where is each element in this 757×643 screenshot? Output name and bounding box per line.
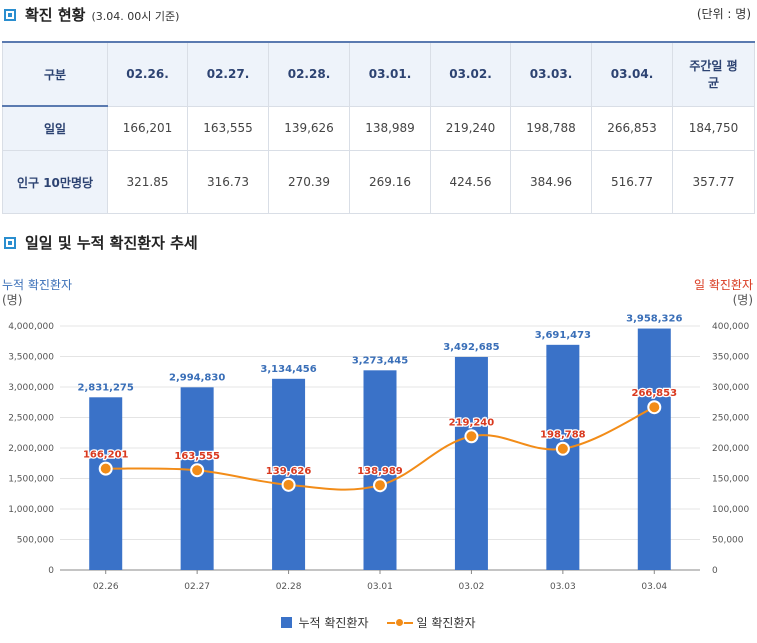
x-axis-tick-label: 02.26 <box>93 582 119 592</box>
bar-data-label: 2,994,830 <box>169 372 225 383</box>
table-row-daily: 일일 166,201 163,555 139,626 138,989 219,2… <box>2 105 755 151</box>
bar-data-label: 3,958,326 <box>626 314 682 325</box>
table-row-per-100k: 인구 10만명당 321.85 316.73 270.39 269.16 424… <box>2 150 755 214</box>
line-data-label: 139,626 <box>266 466 312 477</box>
table-cell: 163,555 <box>187 105 269 151</box>
bar-cumulative <box>454 356 488 570</box>
line-point-daily <box>98 461 113 476</box>
line-point-daily <box>555 441 570 456</box>
unit-note: (단위 : 명) <box>696 7 751 21</box>
legend-label: 일 확진환자 <box>416 616 476 630</box>
table-cell: 184,750 <box>672 105 755 151</box>
bar-data-label: 3,492,685 <box>443 342 499 353</box>
table-cell: 316.73 <box>187 150 269 214</box>
column-header: 02.26. <box>107 41 188 107</box>
column-header: 03.03. <box>510 41 592 107</box>
right-axis-tick-label: 350,000 <box>712 353 749 363</box>
legend-bar-swatch-icon <box>281 617 293 628</box>
line-point-daily <box>190 463 205 478</box>
column-header: 03.01. <box>349 41 431 107</box>
left-axis-unit: (명) <box>2 293 22 307</box>
legend-item-cumulative[interactable]: 누적 확진환자 <box>281 614 369 631</box>
left-axis-tick-label: 3,500,000 <box>8 353 54 363</box>
table-cell: 384.96 <box>510 150 592 214</box>
table-corner-header: 구분 <box>2 41 108 107</box>
left-axis-tick-label: 0 <box>48 566 54 576</box>
table-cell: 269.16 <box>349 150 431 214</box>
right-axis-tick-label: 100,000 <box>712 505 749 515</box>
left-axis-tick-label: 1,500,000 <box>8 475 54 485</box>
left-axis-title: 누적 확진환자 <box>2 278 72 292</box>
x-axis-tick-label: 03.03 <box>550 582 576 592</box>
row-header: 일일 <box>2 105 108 151</box>
x-axis-tick-label: 03.04 <box>641 582 667 592</box>
right-axis-tick-label: 300,000 <box>712 383 749 393</box>
legend-line-marker-icon <box>386 617 413 628</box>
section-title-text: 확진 현황 (3.04. 00시 기준) <box>25 6 180 24</box>
left-axis-tick-label: 1,000,000 <box>8 505 54 515</box>
x-axis-tick-label: 03.01 <box>367 582 393 592</box>
left-axis-tick-label: 500,000 <box>17 536 54 546</box>
legend-item-daily[interactable]: 일 확진환자 <box>386 614 476 631</box>
section-title-text: 일일 및 누적 확진환자 추세 <box>25 234 198 252</box>
line-data-label: 163,555 <box>174 451 220 462</box>
right-axis-title: 일 확진환자 <box>694 278 753 292</box>
line-point-daily <box>281 477 296 492</box>
chart-legend: 누적 확진환자 일 확진환자 <box>0 614 757 631</box>
line-data-label: 166,201 <box>83 450 129 461</box>
line-point-daily <box>464 429 479 444</box>
table-cell: 516.77 <box>591 150 673 214</box>
legend-label: 누적 확진환자 <box>298 616 369 630</box>
column-header: 03.04. <box>591 41 673 107</box>
bar-data-label: 3,273,445 <box>352 355 408 366</box>
x-axis-tick-label: 02.27 <box>184 582 210 592</box>
table-cell: 219,240 <box>430 105 511 151</box>
left-axis-tick-label: 3,000,000 <box>8 383 54 393</box>
right-axis-tick-label: 400,000 <box>712 322 749 332</box>
column-header: 02.28. <box>268 41 350 107</box>
line-data-label: 219,240 <box>449 417 495 428</box>
bar-cumulative <box>272 378 306 570</box>
line-data-label: 266,853 <box>632 388 678 399</box>
status-table: 구분 02.26. 02.27. 02.28. 03.01. 03.02. 03… <box>2 41 755 214</box>
column-header: 03.02. <box>430 41 511 107</box>
left-axis-tick-label: 4,000,000 <box>8 322 54 332</box>
right-axis-tick-label: 250,000 <box>712 414 749 424</box>
right-axis-unit: (명) <box>733 293 753 307</box>
section-title-status: 확진 현황 (3.04. 00시 기준) <box>4 4 179 25</box>
table-cell: 198,788 <box>510 105 592 151</box>
table-cell: 270.39 <box>268 150 350 214</box>
bullet-square-icon <box>4 8 16 21</box>
right-axis-tick-label: 50,000 <box>712 536 744 546</box>
x-axis-tick-label: 02.28 <box>276 582 302 592</box>
reference-time-note: (3.04. 00시 기준) <box>91 10 180 23</box>
right-axis-tick-label: 0 <box>712 566 718 576</box>
x-axis-tick-label: 03.02 <box>459 582 485 592</box>
table-cell: 424.56 <box>430 150 511 214</box>
line-point-daily <box>647 400 662 415</box>
table-header-row: 구분 02.26. 02.27. 02.28. 03.01. 03.02. 03… <box>2 41 755 107</box>
bar-cumulative <box>89 397 123 570</box>
bar-cumulative <box>363 370 397 570</box>
table-cell: 357.77 <box>672 150 755 214</box>
bar-data-label: 3,134,456 <box>260 364 316 375</box>
line-point-daily <box>373 478 387 493</box>
column-header: 02.27. <box>187 41 269 107</box>
bar-cumulative <box>180 387 214 570</box>
section-title-trend: 일일 및 누적 확진환자 추세 <box>4 232 198 253</box>
bar-data-label: 3,691,473 <box>535 330 591 341</box>
left-axis-tick-label: 2,000,000 <box>8 444 54 454</box>
right-axis-tick-label: 200,000 <box>712 444 749 454</box>
right-axis-tick-label: 150,000 <box>712 475 749 485</box>
bar-data-label: 2,831,275 <box>78 382 134 393</box>
line-data-label: 198,788 <box>540 430 586 441</box>
line-data-label: 138,989 <box>357 466 403 477</box>
bullet-square-icon <box>4 236 16 249</box>
column-header-weekly-average: 주간일 평균 <box>672 41 755 107</box>
bar-cumulative <box>546 344 580 570</box>
bar-cumulative <box>637 328 671 570</box>
left-axis-tick-label: 2,500,000 <box>8 414 54 424</box>
